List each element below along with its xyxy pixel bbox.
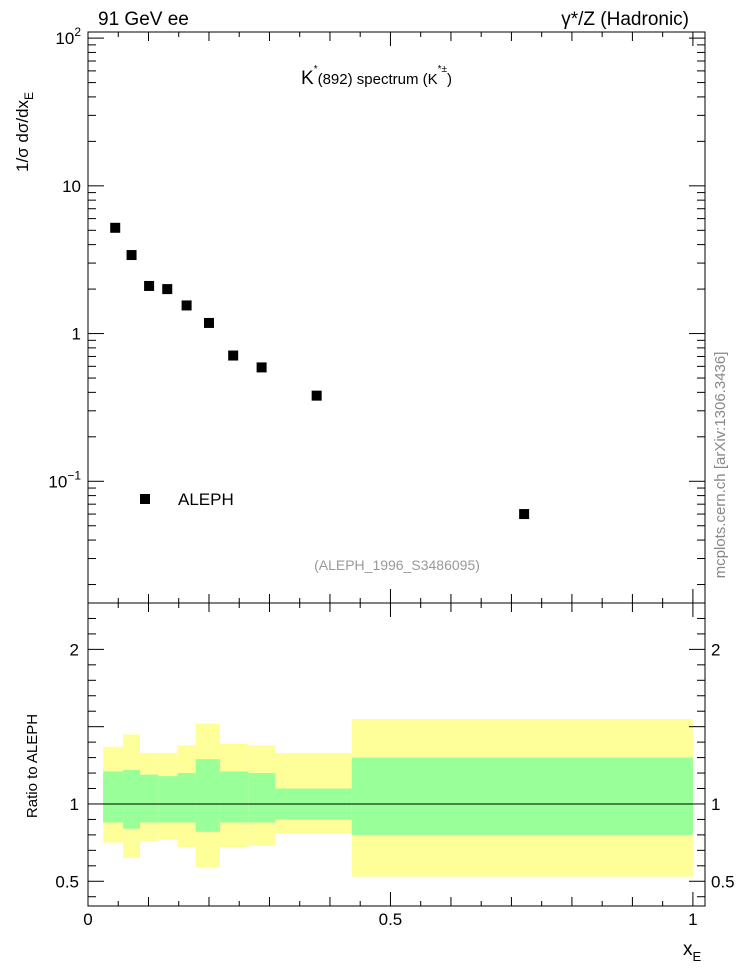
- band-inner-7: [248, 773, 276, 823]
- ratio-y-tick-label-left-1: 1: [70, 795, 79, 814]
- y-tick-label-1: 10: [62, 177, 81, 196]
- y-tick-label-base: 10: [48, 472, 67, 491]
- legend: ALEPH: [140, 490, 234, 509]
- y-tick-label-2: 1: [72, 325, 81, 344]
- band-inner-2: [140, 774, 159, 823]
- side-label: mcplots.cern.ch [arXiv:1306.3436]: [712, 352, 729, 579]
- data-point-6: [228, 350, 239, 361]
- analysis-reference: (ALEPH_1996_S3486095): [314, 557, 480, 573]
- data-point-3: [162, 284, 173, 295]
- legend-marker: [140, 494, 150, 504]
- band-inner-3: [158, 776, 178, 823]
- band-inner-6: [219, 771, 249, 823]
- lower-xlabel: xE: [683, 939, 702, 964]
- ratio-y-tick-label-left-0: 2: [70, 640, 79, 659]
- lower-frame: [87, 602, 706, 907]
- legend-label: ALEPH: [178, 490, 234, 509]
- title-mid: (892) spectrum (K: [318, 71, 438, 88]
- upper-ylabel: 1/σ dσ/dxE: [13, 92, 36, 172]
- upper-frame: [87, 31, 706, 604]
- y-tick-label-3: 10−1: [48, 468, 81, 491]
- data-point-2: [144, 280, 155, 291]
- data-point-5: [203, 317, 214, 328]
- y-tick-label-base: 10: [55, 29, 74, 48]
- data-point-8: [311, 390, 322, 401]
- x-tick-label-0: 0: [83, 910, 92, 929]
- ratio-y-tick-label-left-2: 0.5: [55, 872, 79, 891]
- data-point-0: [110, 222, 121, 233]
- x-tick-label-1: 0.5: [379, 910, 403, 929]
- plot-title: K*(892) spectrum (K*±): [301, 64, 452, 89]
- header-left: 91 GeV ee: [98, 9, 189, 30]
- ratio-y-tick-label-right-0: 2: [711, 640, 720, 659]
- band-inner-9: [351, 757, 693, 835]
- band-inner-5: [195, 759, 220, 832]
- y-tick-label-exp: −1: [67, 468, 81, 482]
- title-base: K: [301, 68, 314, 89]
- ratio-y-tick-label-right-2: 0.5: [711, 872, 735, 891]
- x-tick-label-2: 1: [688, 910, 697, 929]
- title-sup: *: [314, 64, 318, 75]
- header-right: γ*/Z (Hadronic): [561, 9, 689, 30]
- y-tick-label-0: 102: [55, 25, 81, 48]
- data-point-1: [126, 250, 137, 261]
- lower-panel: 0 0.5 12 21 10.5 0.5: [55, 602, 735, 929]
- title-end: ): [447, 71, 452, 88]
- xlabel-sub: E: [693, 949, 702, 964]
- lower-ylabel: Ratio to ALEPH: [24, 714, 41, 818]
- upper-ylabel-sub: E: [22, 92, 36, 100]
- band-inner-1: [123, 769, 141, 829]
- xlabel-main: x: [683, 939, 693, 960]
- upper-ylabel-main: 1/σ dσ/dx: [13, 99, 32, 172]
- data-point-4: [181, 300, 192, 311]
- y-tick-label-exp: 2: [74, 25, 81, 39]
- ratio-y-tick-label-right-1: 1: [711, 795, 720, 814]
- band-inner-0: [103, 771, 124, 823]
- title-sup2: *±: [438, 64, 448, 75]
- band-inner-4: [177, 773, 196, 823]
- data-point-9: [519, 509, 530, 520]
- data-point-7: [256, 362, 267, 373]
